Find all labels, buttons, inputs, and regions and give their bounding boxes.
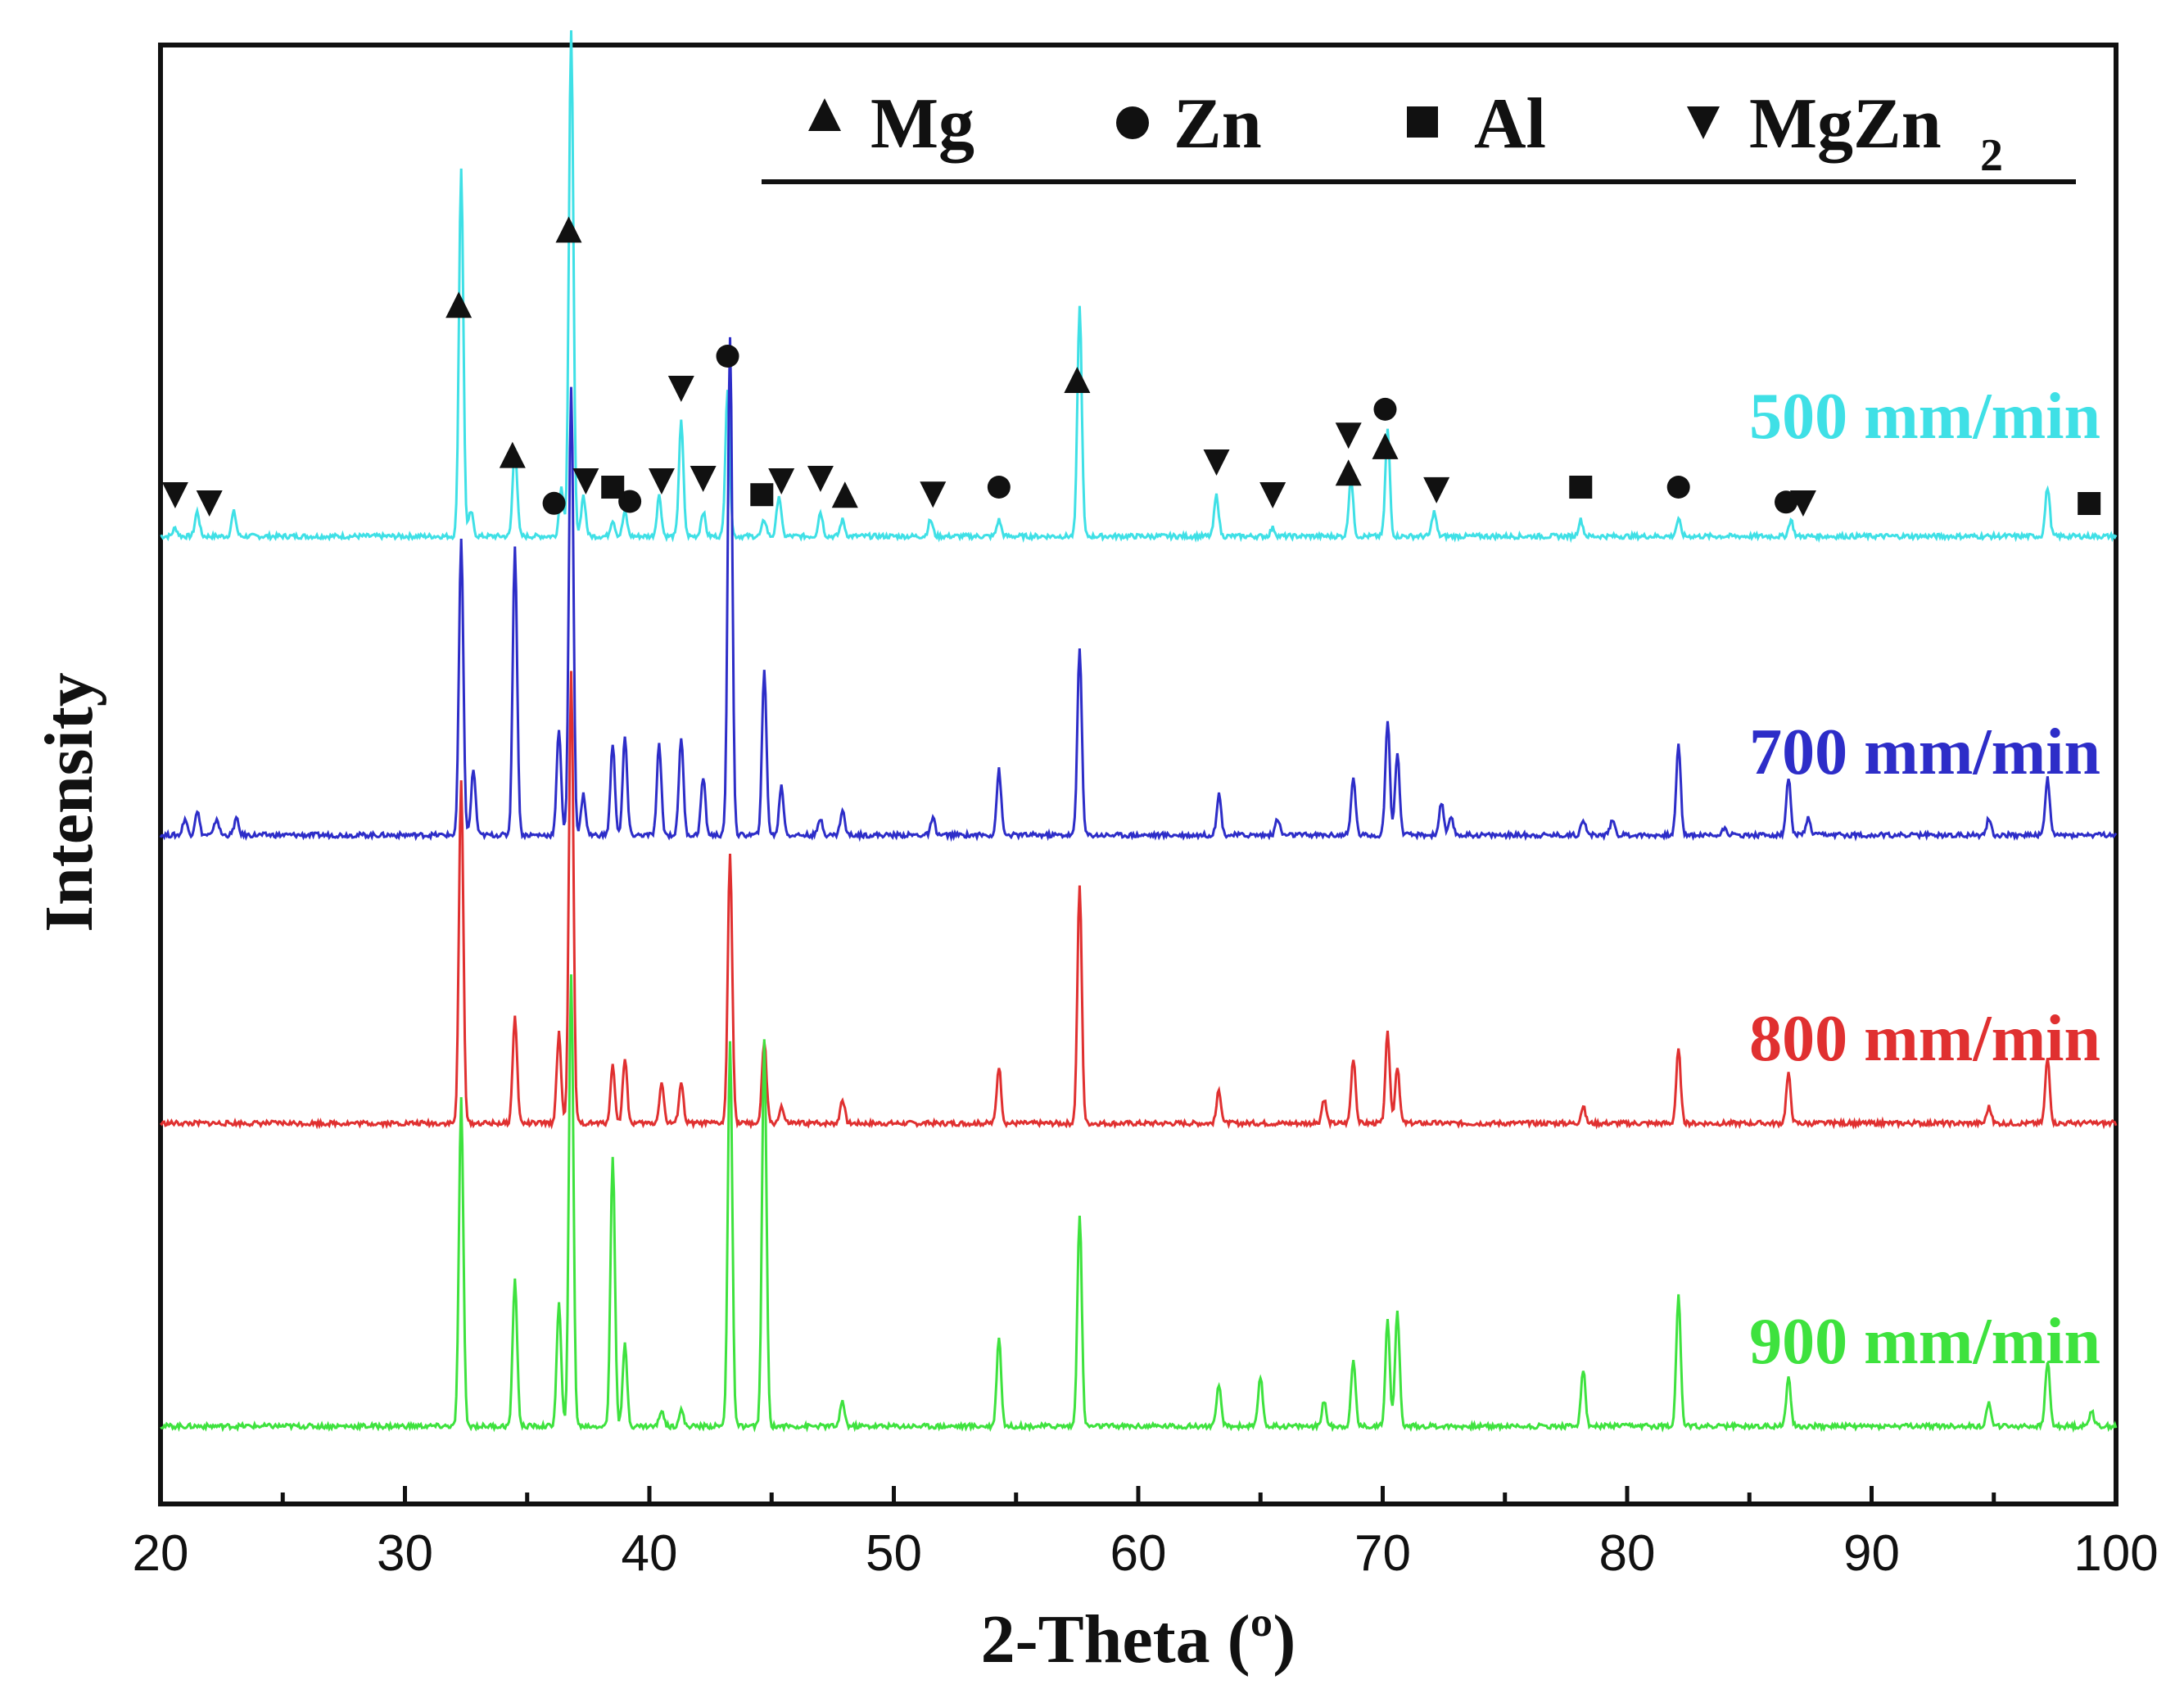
phase-marker-mgzn2-triangle-down-icon bbox=[768, 468, 795, 495]
legend-label-zn: Zn bbox=[1173, 84, 1262, 164]
phase-marker-mgzn2-triangle-down-icon bbox=[1789, 490, 1816, 517]
phase-marker-al-square-icon bbox=[1569, 476, 1593, 499]
series-layer bbox=[159, 29, 2118, 1434]
phase-marker-mgzn2-triangle-down-icon bbox=[1203, 449, 1230, 476]
phase-marker-al-square-icon bbox=[750, 483, 774, 507]
phase-marker-mg-triangle-up-icon bbox=[555, 216, 582, 243]
phase-marker-zn-circle-icon bbox=[987, 476, 1011, 499]
series-line-2 bbox=[159, 336, 2118, 842]
x-tick-label: 80 bbox=[1599, 1525, 1656, 1582]
legend-label-mg: Mg bbox=[870, 84, 974, 164]
phase-marker-mg-triangle-up-icon bbox=[499, 441, 526, 468]
legend-al-square-icon bbox=[1407, 106, 1438, 138]
legend-label-mgzn2-subscript: 2 bbox=[1980, 130, 2003, 181]
x-tick-label: 70 bbox=[1354, 1525, 1411, 1582]
series-label-800: 800 mm/min bbox=[1749, 1003, 2100, 1075]
phase-marker-mg-triangle-up-icon bbox=[1335, 459, 1362, 486]
phase-marker-mgzn2-triangle-down-icon bbox=[1423, 476, 1450, 504]
phase-marker-al-square-icon bbox=[601, 476, 625, 499]
phase-marker-mg-triangle-up-icon bbox=[445, 291, 473, 318]
phase-marker-mgzn2-triangle-down-icon bbox=[690, 466, 717, 492]
legend-zn-circle-icon bbox=[1116, 106, 1149, 139]
legend-label-mgzn2: MgZn bbox=[1749, 84, 1942, 164]
phase-marker-mg-triangle-up-icon bbox=[831, 481, 858, 508]
legend-mg-triangle-up-icon bbox=[808, 98, 841, 131]
phase-marker-zn-circle-icon bbox=[542, 491, 566, 515]
phase-marker-mgzn2-triangle-down-icon bbox=[196, 490, 223, 517]
legend: Mg Zn Al MgZn 2 bbox=[762, 84, 2076, 184]
series-line-4 bbox=[160, 974, 2118, 1434]
y-axis-title: Intensity bbox=[31, 672, 107, 932]
phase-marker-zn-circle-icon bbox=[1373, 397, 1397, 421]
x-axis-title: 2-Theta (º) bbox=[981, 1601, 1296, 1678]
series-label-900: 900 mm/min bbox=[1749, 1306, 2100, 1378]
phase-marker-mgzn2-triangle-down-icon bbox=[1335, 422, 1362, 449]
phase-marker-mgzn2-triangle-down-icon bbox=[667, 376, 694, 402]
phase-marker-mgzn2-triangle-down-icon bbox=[920, 481, 947, 508]
phase-marker-mgzn2-triangle-down-icon bbox=[648, 468, 675, 495]
x-ticks: 20 30 40 50 60 70 80 90 100 bbox=[133, 1486, 2159, 1582]
x-tick-label: 90 bbox=[1843, 1525, 1900, 1582]
phase-marker-zn-circle-icon bbox=[716, 345, 739, 368]
series-label-700: 700 mm/min bbox=[1749, 716, 2100, 788]
phase-marker-layer bbox=[161, 216, 2101, 517]
legend-mgzn2-triangle-down-icon bbox=[1687, 106, 1720, 139]
phase-marker-mgzn2-triangle-down-icon bbox=[572, 468, 599, 495]
phase-marker-mg-triangle-up-icon bbox=[1372, 432, 1399, 459]
phase-marker-mgzn2-triangle-down-icon bbox=[807, 466, 834, 492]
series-label-500: 500 mm/min bbox=[1749, 381, 2100, 453]
x-tick-label: 20 bbox=[133, 1525, 189, 1582]
phase-marker-zn-circle-icon bbox=[1666, 476, 1690, 499]
legend-label-al: Al bbox=[1474, 84, 1546, 164]
x-tick-label: 100 bbox=[2073, 1525, 2158, 1582]
phase-marker-mgzn2-triangle-down-icon bbox=[161, 482, 188, 508]
x-tick-label: 30 bbox=[377, 1525, 433, 1582]
phase-marker-mgzn2-triangle-down-icon bbox=[1259, 482, 1286, 508]
x-tick-label: 50 bbox=[866, 1525, 922, 1582]
series-line-3 bbox=[159, 671, 2118, 1130]
phase-marker-zn-circle-icon bbox=[1775, 490, 1798, 514]
series-line-1 bbox=[160, 29, 2118, 544]
phase-marker-al-square-icon bbox=[2078, 492, 2101, 515]
x-tick-label: 40 bbox=[622, 1525, 678, 1582]
x-tick-label: 60 bbox=[1110, 1525, 1167, 1582]
phase-marker-mg-triangle-up-icon bbox=[1064, 366, 1091, 393]
